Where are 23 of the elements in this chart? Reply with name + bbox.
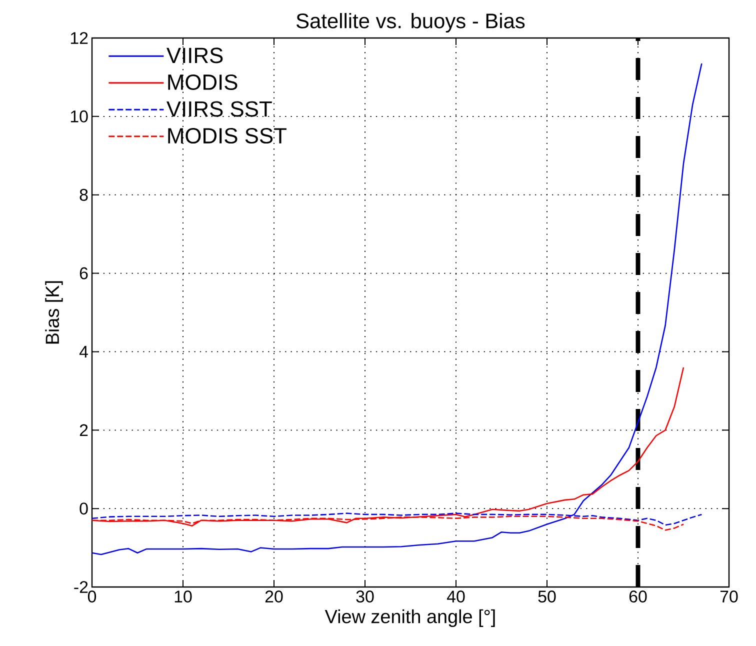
y-tick-label: 2 — [80, 424, 88, 436]
y-tick-label: 12 — [70, 32, 88, 44]
legend-label: VIIRS SST — [166, 101, 272, 117]
legend-label: MODIS — [168, 74, 238, 90]
x-tick-label: 20 — [265, 590, 283, 603]
x-tick-label: 60 — [629, 590, 647, 603]
y-tick-label: -2 — [74, 581, 88, 593]
y-tick-label: 8 — [80, 188, 88, 201]
x-tick-label: 0 — [88, 590, 96, 603]
x-tick-label: 10 — [174, 590, 192, 603]
x-tick-label: 70 — [720, 590, 738, 603]
legend-label: VIIRS — [166, 48, 223, 64]
chart-title: Satellite vs. buoys - Bias — [296, 13, 525, 32]
x-tick-label: 40 — [446, 590, 465, 603]
legend-label: MODIS SST — [168, 128, 286, 144]
x-tick-label: 30 — [356, 590, 374, 603]
x-axis-title: View zenith angle [°] — [324, 609, 495, 627]
y-tick-label: 6 — [80, 267, 88, 280]
y-tick-label: 4 — [79, 346, 88, 358]
x-tick-label: 50 — [538, 590, 556, 603]
y-tick-label: 0 — [80, 502, 88, 515]
y-tick-label: 10 — [70, 110, 88, 122]
y-axis-title: Bias [K] — [45, 281, 63, 344]
